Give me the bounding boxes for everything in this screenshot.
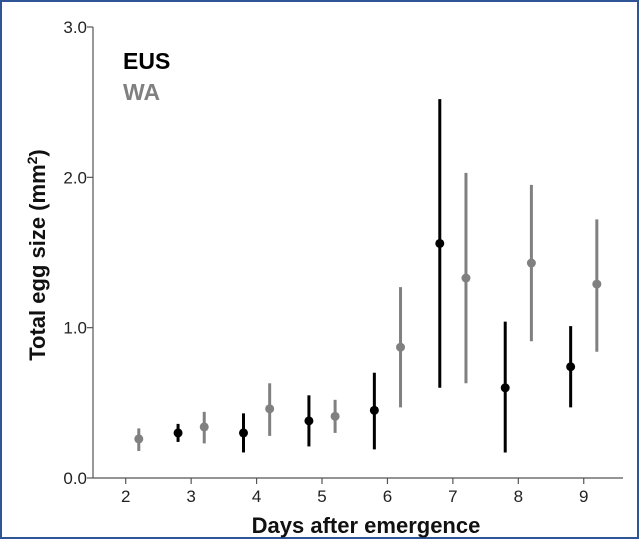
y-tick-label: 3.0 [63,18,87,37]
x-tick-label: 8 [514,487,523,506]
data-point [304,416,314,426]
data-point [396,342,406,352]
data-point [566,362,576,372]
x-tick-label: 2 [121,487,130,506]
data-point [265,404,275,414]
y-tick-label: 0.0 [63,469,87,488]
data-marks [134,99,602,453]
x-tick-label: 9 [579,487,588,506]
data-point [369,405,379,415]
x-tick-label: 7 [448,487,457,506]
data-point [461,273,471,283]
data-point [134,434,144,444]
y-axis-label-main: Total egg size (mm [25,164,50,360]
data-point [526,258,536,268]
y-tick-label: 2.0 [63,168,87,187]
y-axis-label-suffix: ) [25,149,50,156]
data-point [199,422,209,432]
legend-entry-wa: WA [123,79,160,105]
x-tick-label: 5 [317,487,326,506]
y-axis-label: Total egg size (mm2) [24,149,50,361]
data-point [330,411,340,421]
data-point [500,383,510,393]
data-point [173,428,183,438]
legend-entry-eus: EUS [123,48,170,74]
x-axis-label: Days after emergence [252,513,481,538]
legend: EUS WA [123,48,170,105]
data-point [592,279,602,289]
axes: 0.0 1.0 2.0 3.0 2 3 4 5 6 7 8 9 [63,18,623,506]
y-tick-label: 1.0 [63,319,87,338]
x-tick-label: 3 [186,487,195,506]
x-tick-label: 4 [252,487,261,506]
x-tick-label: 6 [383,487,392,506]
series-wa [134,172,602,451]
series-eus [173,99,576,453]
y-axis-label-superscript: 2 [24,156,40,164]
data-point [435,238,445,248]
data-point [238,428,248,438]
